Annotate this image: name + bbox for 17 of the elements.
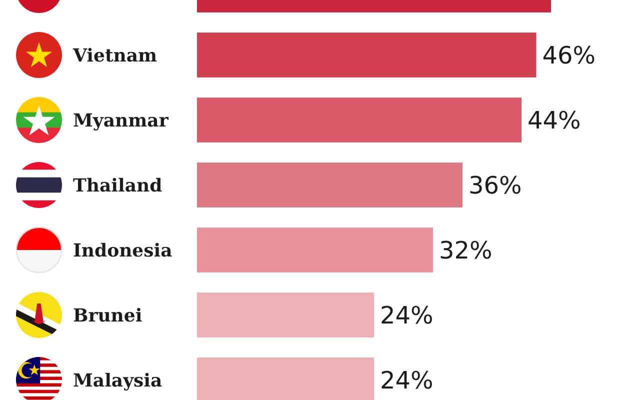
bar xyxy=(197,228,433,272)
y-tick-label: Indonesia xyxy=(73,240,173,262)
data-label: 24% xyxy=(380,366,434,395)
y-tick-label: Vietnam xyxy=(72,45,158,66)
y-tick-label: Thailand xyxy=(73,175,163,196)
data-label: 24% xyxy=(380,302,434,330)
bar xyxy=(197,98,522,142)
bar xyxy=(197,162,462,208)
y-tick-label: Myanmar xyxy=(73,110,169,132)
data-label: 36% xyxy=(468,172,522,200)
y-tick-label: Brunei xyxy=(73,305,142,326)
bar xyxy=(197,292,374,338)
y-tick-label: Malaysia xyxy=(73,370,163,392)
bar xyxy=(197,32,536,78)
data-label: 32% xyxy=(439,236,492,265)
data-label: 44% xyxy=(528,106,581,135)
data-label: 46% xyxy=(542,42,596,70)
